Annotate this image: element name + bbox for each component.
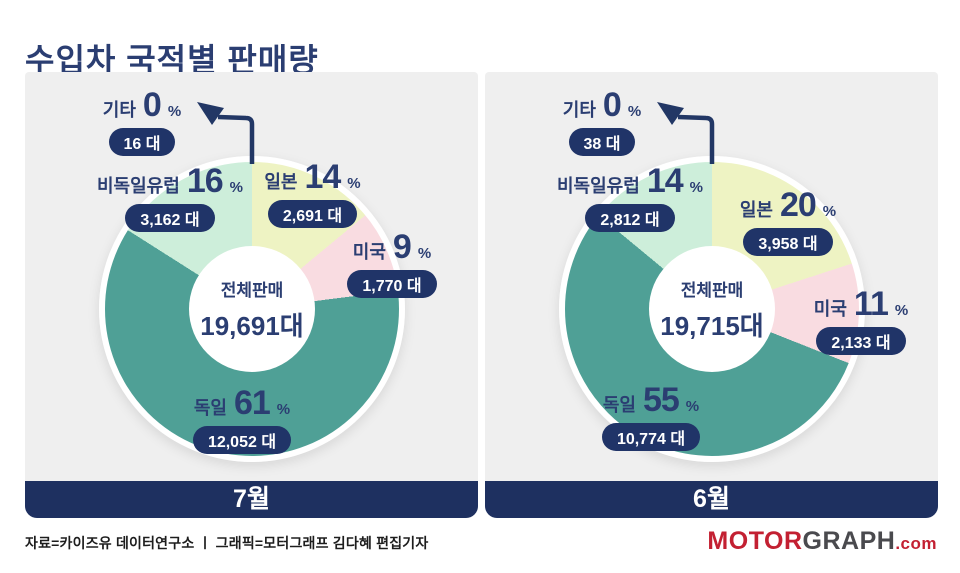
slice-count-badge: 1,770 대 [347,270,437,298]
percent-sign: % [167,103,182,120]
slice-label-etc: 기타 0 % 38 대 [532,86,672,156]
slice-percent: 9 [392,228,412,266]
slice-name: 미국 [352,242,386,262]
slice-name: 미국 [813,299,847,319]
slice-label-usa: 미국 9 % 1,770 대 [321,228,463,298]
slice-label-non-german-europe: 비독일유럽 16 % 3,162 대 [70,162,270,232]
percent-sign: % [822,203,837,220]
slice-name: 기타 [102,100,136,120]
slice-percent: 14 [646,162,684,200]
slice-percent: 20 [779,186,817,224]
slice-count-badge: 38 대 [568,128,636,156]
slice-label-non-german-europe: 비독일유럽 14 % 2,812 대 [530,162,730,232]
slice-percent: 55 [642,381,680,419]
slice-percent: 0 [142,86,162,124]
month-bar-july: 7월 [25,481,478,518]
slice-label-row: 비독일유럽 14 % [557,162,703,201]
slice-name: 독일 [602,395,636,415]
slice-percent: 11 [853,285,889,323]
slice-label-japan: 일본 14 % 2,691 대 [240,158,385,228]
slice-label-usa: 미국 11 % 2,133 대 [790,285,932,355]
slice-label-row: 비독일유럽 16 % [97,162,243,201]
slice-label-row: 기타 0 % [563,86,641,125]
slice-label-row: 미국 11 % [814,285,908,324]
total-value: 19,715대 [660,310,764,341]
donut-center-june: 전체판매 19,715대 [649,246,775,372]
slice-percent: 14 [304,158,341,196]
logo-motor-text: MOTOR [707,527,803,555]
slice-label-etc: 기타 0 % 16 대 [72,86,212,156]
percent-sign: % [417,245,432,262]
donut-center-july: 전체판매 19,691대 [189,246,315,372]
percent-sign: % [276,401,291,418]
slice-name: 일본 [264,172,298,192]
percent-sign: % [894,302,909,319]
total-value: 19,691대 [200,310,304,341]
slice-count-badge: 16 대 [108,128,176,156]
slice-label-row: 일본 20 % [740,186,836,225]
slice-label-japan: 일본 20 % 3,958 대 [717,186,859,256]
slice-percent: 0 [602,86,622,124]
slice-count-badge: 3,958 대 [743,228,833,256]
slice-label-germany: 독일 55 % 10,774 대 [580,381,722,451]
slice-name: 독일 [193,398,227,418]
slice-name: 비독일유럽 [97,176,180,196]
slice-name: 일본 [739,200,773,220]
total-label: 전체판매 [680,280,744,300]
percent-sign: % [685,398,700,415]
slice-label-germany: 독일 61 % 12,052 대 [172,384,312,454]
slice-name: 비독일유럽 [557,176,640,196]
slice-count-badge: 2,812 대 [585,204,675,232]
slice-label-row: 독일 55 % [603,381,699,420]
percent-sign: % [347,175,361,192]
slice-name: 기타 [562,100,596,120]
percent-sign: % [229,179,243,196]
slice-label-row: 기타 0 % [103,86,181,125]
slice-count-badge: 3,162 대 [125,204,215,232]
motorgraph-logo: MOTORGRAPH.com [707,527,937,556]
month-bar-june: 6월 [485,481,938,518]
logo-graph-text: GRAPH [802,527,896,555]
percent-sign: % [689,179,703,196]
slice-count-badge: 2,133 대 [816,327,906,355]
slice-count-badge: 2,691 대 [267,200,358,228]
slice-label-row: 일본 14 % [264,158,360,197]
slice-percent: 16 [186,162,224,200]
credit-line: 자료=카이즈유 데이터연구소 ㅣ 그래픽=모터그래프 김다혜 편집기자 [25,535,429,551]
slice-count-badge: 10,774 대 [601,423,701,451]
percent-sign: % [627,103,642,120]
chart-panel-july: 전체판매 19,691대 기타 0 % 16 대 비독일유럽 16 % 3,16… [25,72,478,518]
chart-panel-june: 전체판매 19,715대 기타 0 % 38 대 비독일유럽 14 % 2,81… [485,72,938,518]
slice-count-badge: 12,052 대 [192,426,292,454]
total-label: 전체판매 [220,280,284,300]
slice-percent: 61 [233,384,271,422]
slice-label-row: 미국 9 % [353,228,431,267]
logo-com-text: .com [895,534,937,553]
slice-label-row: 독일 61 % [194,384,290,423]
